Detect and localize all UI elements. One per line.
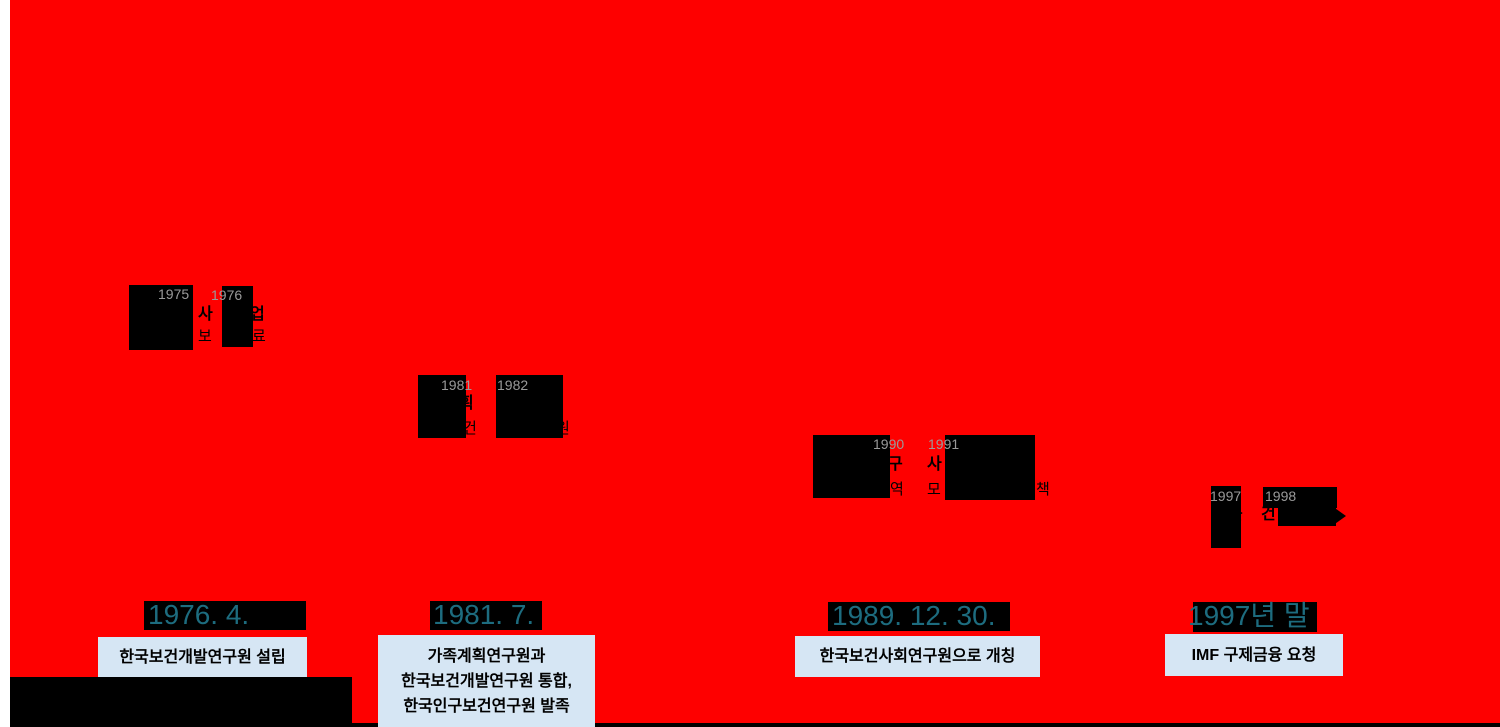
timeline-date: 1976. 4. bbox=[148, 599, 250, 630]
caption-fragment: 사 bbox=[927, 456, 942, 473]
caption-fragment: 책 bbox=[1036, 481, 1050, 498]
event-label-box: 한국보건개발연구원 설립 bbox=[98, 637, 307, 677]
photo-redacted-1997 bbox=[1211, 486, 1241, 548]
caption-fragment: 건 bbox=[1261, 506, 1276, 523]
date-highlight bbox=[144, 601, 306, 630]
timeline-date: 1981. 7. bbox=[433, 599, 535, 630]
caption-fragment: 역 bbox=[890, 481, 904, 498]
event-label-line: IMF 구제금융 요청 bbox=[1191, 646, 1317, 664]
event-label-line: 가족계획연구원과 bbox=[427, 647, 546, 665]
photo-redacted-1982 bbox=[496, 375, 563, 438]
event-label-line: 한국보건개발연구원 설립 bbox=[119, 648, 286, 666]
photo-year-label: 1997 bbox=[1210, 488, 1242, 504]
photo-redacted-1998-lower bbox=[1278, 506, 1336, 526]
event-label-line: 한국보건개발연구원 통합, bbox=[401, 672, 572, 690]
photo-year-label: 1998 bbox=[1265, 488, 1297, 504]
photo-redacted-1975 bbox=[129, 285, 193, 350]
event-label-line: 한국보건사회연구원으로 개칭 bbox=[819, 648, 1016, 665]
caption-fragment: 구 bbox=[888, 456, 903, 473]
event-label-box: 한국보건사회연구원으로 개칭 bbox=[795, 636, 1040, 677]
photo-year-label: 1976 bbox=[211, 287, 243, 303]
caption-fragment: 업 bbox=[250, 306, 265, 323]
photo-year-label: 1991 bbox=[928, 436, 960, 452]
event-label-box: 가족계획연구원과 한국보건개발연구원 통합, 한국인구보건연구원 발족 bbox=[378, 635, 595, 727]
caption-fragment: 사 bbox=[198, 306, 213, 323]
photo-year-label: 1990 bbox=[873, 436, 905, 452]
event-label-line: 한국인구보건연구원 발족 bbox=[403, 697, 570, 715]
timeline-date: 1989. 12. 30. bbox=[832, 600, 996, 631]
bottom-black-strip bbox=[10, 723, 1500, 727]
caption-fragment: 건 bbox=[463, 420, 477, 437]
photo-redacted-1998 bbox=[1263, 487, 1337, 508]
date-highlight bbox=[1193, 602, 1317, 632]
arrow-right-icon bbox=[1332, 506, 1346, 526]
redaction-box bbox=[10, 677, 352, 727]
photo-year-label: 1981 bbox=[441, 377, 473, 393]
timeline-date: 1997년 말 bbox=[1188, 600, 1310, 631]
photo-redacted-1990 bbox=[813, 435, 890, 498]
caption-fragment: 모 bbox=[927, 481, 941, 498]
event-label-box: IMF 구제금융 요청 bbox=[1165, 634, 1343, 676]
date-highlight bbox=[828, 602, 1010, 631]
photo-redacted-1991 bbox=[945, 435, 1035, 500]
caption-fragment: 보 bbox=[198, 328, 212, 345]
photo-year-label: 1975 bbox=[158, 286, 190, 302]
photo-year-label: 1982 bbox=[497, 377, 529, 393]
photo-redacted-1981 bbox=[418, 375, 466, 438]
caption-fragment: 료 bbox=[252, 328, 266, 345]
photo-redacted-1976 bbox=[222, 286, 253, 347]
date-highlight bbox=[430, 601, 542, 630]
